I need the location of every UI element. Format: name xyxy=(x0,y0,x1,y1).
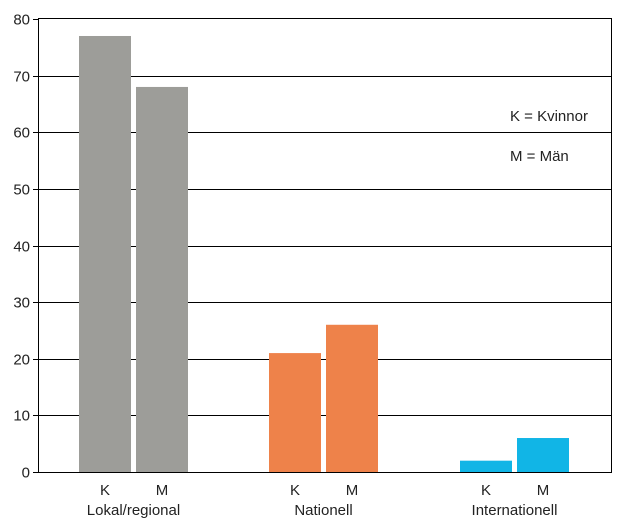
group-label: Nationell xyxy=(294,502,352,519)
bar xyxy=(136,86,188,472)
y-axis-ticks: 0 10 20 30 40 50 60 70 80 xyxy=(13,12,38,482)
bar xyxy=(326,324,378,472)
y-tick-label: 40 xyxy=(13,239,30,256)
y-tick-label: 30 xyxy=(13,295,30,312)
y-tick-label: 10 xyxy=(13,408,30,425)
legend-note-k: K = Kvinnor xyxy=(510,108,588,125)
grid-lines xyxy=(38,76,611,416)
bar xyxy=(517,438,569,472)
bars xyxy=(79,35,569,473)
bar xyxy=(460,460,512,472)
bar-category-label: M xyxy=(537,482,550,499)
bar-category-label: K xyxy=(290,482,300,499)
group-label: Internationell xyxy=(472,502,558,519)
y-tick-label: 50 xyxy=(13,182,30,199)
y-tick-label: 70 xyxy=(13,69,30,86)
bar xyxy=(269,353,321,472)
bar-category-label: M xyxy=(156,482,169,499)
bar-category-label: M xyxy=(346,482,359,499)
y-tick-label: 20 xyxy=(13,352,30,369)
plot-frame xyxy=(38,18,612,473)
bar xyxy=(79,35,131,473)
legend-note-m: M = Män xyxy=(510,148,569,165)
y-tick-label: 60 xyxy=(13,125,30,142)
y-tick-label: 80 xyxy=(13,12,30,29)
bar-category-label: K xyxy=(100,482,110,499)
x-axis-labels: K M Lokal/regional K M Nationell K M Internation… xyxy=(87,482,558,519)
y-tick-label: 0 xyxy=(22,465,30,482)
bar-category-label: K xyxy=(481,482,491,499)
group-label: Lokal/regional xyxy=(87,502,180,519)
